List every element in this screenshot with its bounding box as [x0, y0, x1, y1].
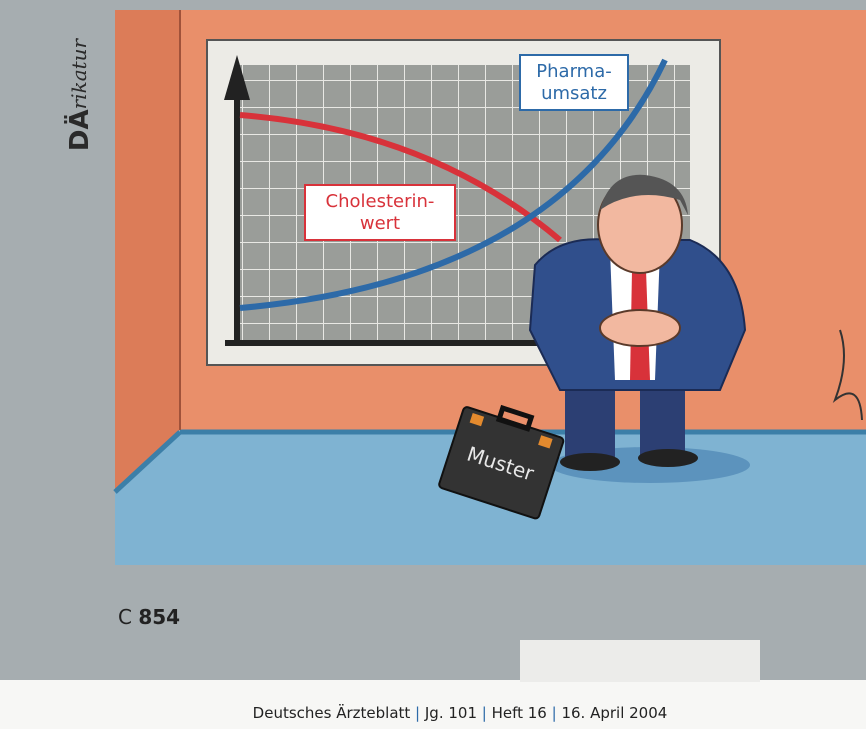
side-wall — [115, 10, 180, 490]
footer-volume: Jg. 101 — [424, 704, 477, 722]
masthead-suffix: rikatur — [67, 37, 91, 109]
cartoon: Pharma- umsatz Cholesterin- wert Muster — [115, 10, 866, 565]
masthead-prefix: DÄ — [63, 109, 95, 151]
page-scan: DÄrikatur Pharma- umsatz Cholesterin- we… — [0, 0, 866, 729]
masthead: DÄrikatur — [63, 37, 95, 151]
footer-date: 16. April 2004 — [561, 704, 667, 722]
footer-journal: Deutsches Ärzteblatt — [253, 703, 411, 722]
footer-issue: Heft 16 — [492, 704, 547, 722]
blank-patch — [520, 640, 760, 682]
pharma-label: umsatz — [541, 83, 607, 104]
page-number-value: 854 — [138, 605, 180, 629]
masthead-text: DÄrikatur — [63, 37, 95, 151]
page-number-prefix: C — [118, 605, 132, 629]
pharma-label: Pharma- — [536, 61, 611, 82]
footer-line: Deutsches Ärzteblatt | Jg. 101 | Heft 16… — [253, 703, 668, 722]
page-number: C 854 — [118, 605, 180, 629]
page: DÄrikatur Pharma- umsatz Cholesterin- we… — [0, 0, 866, 729]
cholesterin-label: Cholesterin- — [326, 191, 435, 212]
cholesterin-label: wert — [360, 213, 400, 234]
